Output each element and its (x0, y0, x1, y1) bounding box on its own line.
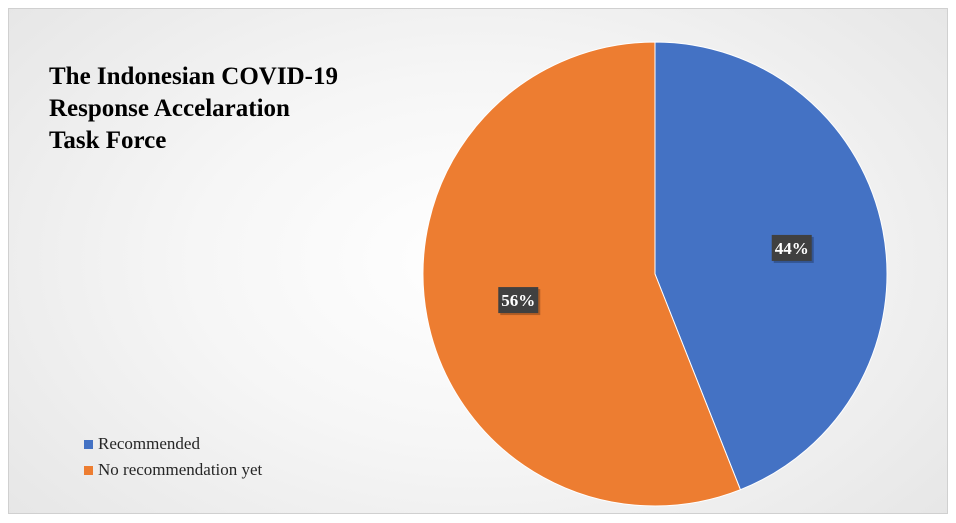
legend: Recommended No recommendation yet (84, 431, 262, 483)
legend-label-no-recommendation-yet: No recommendation yet (98, 460, 263, 479)
legend-label-recommended: Recommended (98, 434, 200, 453)
pie-chart: 44% 56% (422, 41, 888, 507)
chart-title-line-1: The Indonesian COVID-19 (49, 63, 338, 90)
pie-slice-no-recommendation-yet (422, 41, 742, 507)
legend-item-no-recommendation-yet: No recommendation yet (84, 457, 262, 483)
legend-item-recommended: Recommended (84, 431, 262, 457)
data-label-recommended: 44% (771, 234, 814, 263)
chart-title-line-2: Response Accelaration (49, 95, 290, 122)
pie-slice-recommended (654, 41, 888, 491)
data-label-no-recommendation-yet: 56% (498, 287, 541, 316)
data-label-text: 44% (775, 239, 809, 258)
chart-title-line-3: Task Force (49, 127, 167, 154)
data-label-box (771, 234, 812, 261)
legend-swatch-recommended (84, 439, 93, 449)
data-label-box (498, 287, 539, 314)
chart-frame: The Indonesian COVID-19 Response Accelar… (8, 8, 948, 514)
data-label-text: 56% (501, 291, 535, 310)
legend-swatch-no-recommendation-yet (84, 465, 93, 475)
chart-title: The Indonesian COVID-19 Response Accelar… (49, 61, 449, 157)
